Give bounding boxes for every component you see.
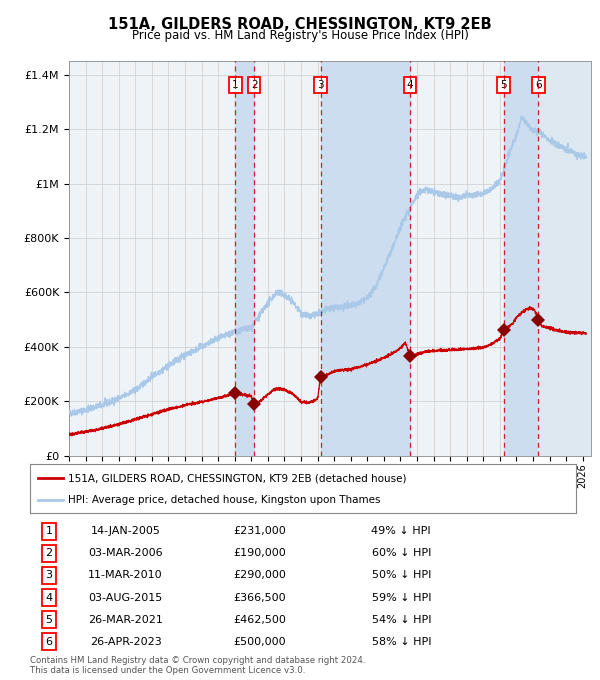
Text: 03-MAR-2006: 03-MAR-2006	[88, 548, 163, 558]
Text: 5: 5	[46, 615, 53, 625]
Text: 4: 4	[46, 592, 53, 602]
Text: 03-AUG-2015: 03-AUG-2015	[88, 592, 163, 602]
Text: £366,500: £366,500	[233, 592, 286, 602]
Text: 11-MAR-2010: 11-MAR-2010	[88, 571, 163, 581]
Text: 1: 1	[46, 526, 53, 537]
Text: HPI: Average price, detached house, Kingston upon Thames: HPI: Average price, detached house, King…	[68, 494, 381, 505]
Text: This data is licensed under the Open Government Licence v3.0.: This data is licensed under the Open Gov…	[30, 666, 305, 675]
Text: 2: 2	[251, 80, 257, 90]
Text: 6: 6	[535, 80, 542, 90]
Text: 54% ↓ HPI: 54% ↓ HPI	[371, 615, 431, 625]
Text: 26-APR-2023: 26-APR-2023	[89, 636, 161, 647]
Text: £190,000: £190,000	[233, 548, 286, 558]
Text: 50% ↓ HPI: 50% ↓ HPI	[371, 571, 431, 581]
Text: 6: 6	[46, 636, 53, 647]
Text: £290,000: £290,000	[233, 571, 286, 581]
Text: 58% ↓ HPI: 58% ↓ HPI	[371, 636, 431, 647]
Text: 151A, GILDERS ROAD, CHESSINGTON, KT9 2EB: 151A, GILDERS ROAD, CHESSINGTON, KT9 2EB	[108, 17, 492, 32]
Text: 4: 4	[407, 80, 413, 90]
Bar	[321, 61, 410, 456]
Text: 151A, GILDERS ROAD, CHESSINGTON, KT9 2EB (detached house): 151A, GILDERS ROAD, CHESSINGTON, KT9 2EB…	[68, 473, 407, 483]
Bar	[503, 61, 538, 456]
Text: £500,000: £500,000	[233, 636, 286, 647]
Text: 49% ↓ HPI: 49% ↓ HPI	[371, 526, 431, 537]
Text: 2: 2	[46, 548, 53, 558]
Text: 26-MAR-2021: 26-MAR-2021	[88, 615, 163, 625]
Bar	[235, 61, 254, 456]
Text: £231,000: £231,000	[233, 526, 286, 537]
Text: £462,500: £462,500	[233, 615, 286, 625]
Text: 5: 5	[500, 80, 507, 90]
Text: 14-JAN-2005: 14-JAN-2005	[91, 526, 160, 537]
Text: 3: 3	[317, 80, 324, 90]
Text: 3: 3	[46, 571, 53, 581]
Text: 59% ↓ HPI: 59% ↓ HPI	[371, 592, 431, 602]
Text: Contains HM Land Registry data © Crown copyright and database right 2024.: Contains HM Land Registry data © Crown c…	[30, 656, 365, 664]
Text: Price paid vs. HM Land Registry's House Price Index (HPI): Price paid vs. HM Land Registry's House …	[131, 29, 469, 42]
Text: 1: 1	[232, 80, 239, 90]
Text: 60% ↓ HPI: 60% ↓ HPI	[371, 548, 431, 558]
Bar	[538, 61, 591, 456]
